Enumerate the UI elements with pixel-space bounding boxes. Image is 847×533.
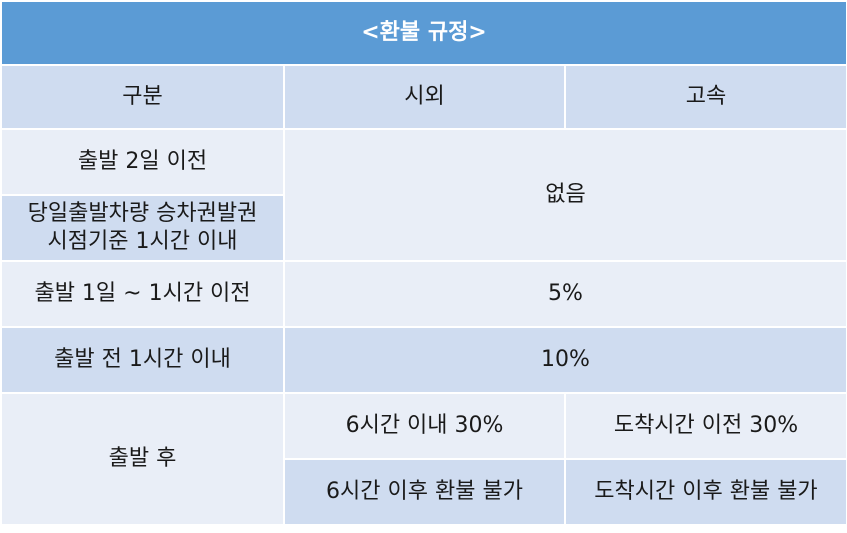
cell-same-day-line2: 시점기준 1시간 이내 (47, 229, 238, 254)
cell-within-one-hour: 출발 전 1시간 이내 (0, 326, 285, 394)
cell-fee-10: 10% (283, 326, 847, 394)
cell-same-day-line1: 당일출발차량 승차권발권 (27, 201, 258, 226)
table-row: 출발 2일 이전 없음 (0, 128, 847, 262)
cell-no-fee: 없음 (283, 128, 847, 262)
table-title: <환불 규정> (0, 0, 847, 66)
table-row: 출발 전 1시간 이내 10% (0, 326, 847, 394)
cell-intercity-after-6h: 6시간 이후 환불 불가 (283, 458, 566, 526)
table-row: 출발 후 6시간 이내 30% 도착시간 이전 30% (0, 392, 847, 526)
table-row: 당일출발차량 승차권발권 시점기준 1시간 이내 (0, 194, 847, 262)
cell-express-after-arrival: 도착시간 이후 환불 불가 (564, 458, 847, 526)
header-category: 구분 (0, 64, 285, 130)
cell-same-day: 당일출발차량 승차권발권 시점기준 1시간 이내 (0, 194, 285, 262)
cell-express-before-arrival: 도착시간 이전 30% (564, 392, 847, 460)
header-row: 구분 시외 고속 (0, 64, 847, 130)
cell-two-days-before: 출발 2일 이전 (0, 128, 285, 196)
cell-intercity-within-6h: 6시간 이내 30% (283, 392, 566, 460)
cell-after-departure: 출발 후 (0, 392, 285, 526)
header-intercity: 시외 (283, 64, 566, 130)
table-row: 출발 1일 ~ 1시간 이전 5% (0, 260, 847, 328)
table-row: 6시간 이후 환불 불가 도착시간 이후 환불 불가 (1, 458, 847, 526)
cell-fee-5: 5% (283, 260, 847, 328)
header-express: 고속 (564, 64, 847, 130)
cell-one-day-to-one-hour: 출발 1일 ~ 1시간 이전 (0, 260, 285, 328)
title-row: <환불 규정> (0, 0, 847, 66)
